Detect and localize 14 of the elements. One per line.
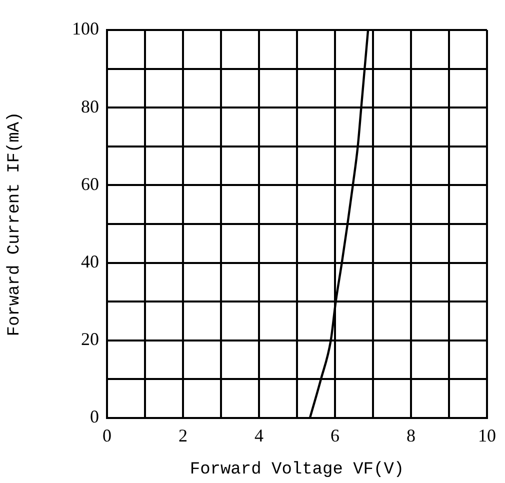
x-tick-label: 8 bbox=[406, 426, 416, 446]
y-axis-title: Forward Current IF(mA) bbox=[6, 112, 25, 336]
y-tick-label: 40 bbox=[81, 252, 99, 272]
y-tick-label: 20 bbox=[81, 329, 99, 350]
x-tick-label: 2 bbox=[178, 426, 188, 446]
y-tick-label: 80 bbox=[81, 96, 99, 116]
x-tick-label: 4 bbox=[254, 426, 264, 446]
y-tick-label: 100 bbox=[72, 18, 99, 39]
x-axis-title: Forward Voltage VF(V) bbox=[190, 460, 404, 480]
y-tick-label: 60 bbox=[81, 174, 99, 194]
x-tick-label: 0 bbox=[102, 426, 112, 446]
x-tick-label: 10 bbox=[478, 426, 496, 446]
y-tick-label: 0 bbox=[90, 406, 99, 427]
x-tick-label: 6 bbox=[330, 426, 340, 446]
